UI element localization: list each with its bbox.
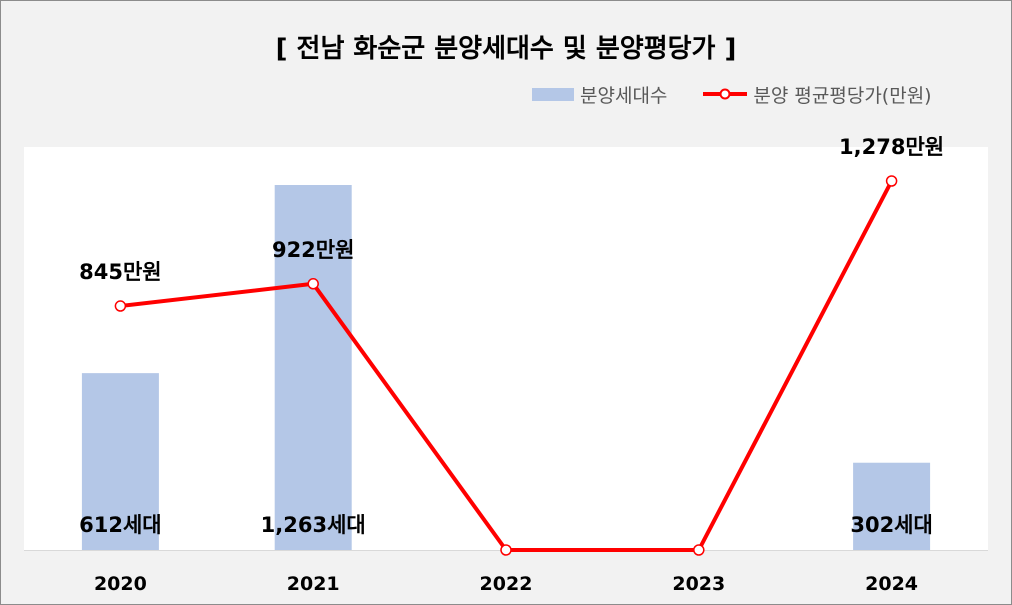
legend-line-label: 분양 평균평당가(만원) [753,84,932,107]
x-tick-2020: 2020 [94,573,147,595]
bar-2020 [81,373,159,550]
x-tick-2024: 2024 [865,573,918,595]
line-label-2024: 1,278만원 [839,135,944,159]
bar-label-2021: 1,263세대 [261,513,366,537]
legend-item-line: 분양 평균평당가(만원) [703,81,932,108]
legend-bar-swatch [532,87,574,101]
line-label-2021: 922만원 [272,238,354,262]
bar-label-2024: 302세대 [850,513,932,537]
x-tick-2021: 2021 [287,573,340,595]
plot-area [24,147,988,551]
legend-item-bar: 분양세대수 [532,81,667,108]
line-label-2020: 845만원 [79,260,161,284]
line-point-2022 [500,544,512,556]
bar-2024 [853,462,931,550]
bar-label-2020: 612세대 [79,513,161,537]
line-point-2021 [307,278,319,290]
x-tick-2022: 2022 [480,573,533,595]
legend-line-swatch [703,88,748,100]
line-point-2023 [693,544,705,556]
x-tick-2023: 2023 [672,573,725,595]
legend-bar-label: 분양세대수 [580,84,668,107]
line-point-2020 [114,300,127,312]
bar-2021 [274,185,352,550]
line-point-2024 [885,175,898,187]
chart-title: [ 전남 화순군 분양세대수 및 분양평당가 ] [275,34,737,64]
chart-legend: 분양세대수 분양 평균평당가(만원) [532,81,932,108]
